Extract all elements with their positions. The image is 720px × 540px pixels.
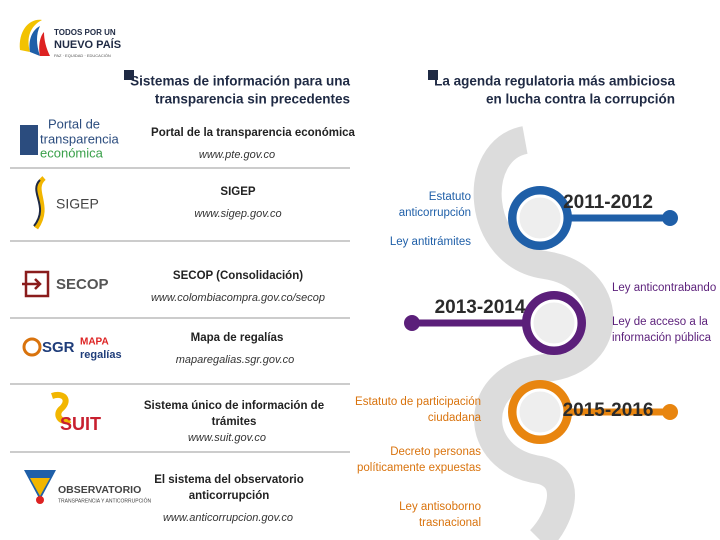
logo-icon <box>20 125 38 155</box>
item-url: www.pte.gov.co <box>199 149 275 161</box>
logo-text: NUEVO PAÍS <box>54 38 121 51</box>
logo-icon <box>22 278 42 290</box>
item-name: SECOP (Consolidación) <box>173 270 303 282</box>
header-logo: TODOS POR UN NUEVO PAÍS PAZ · EQUIDAD · … <box>19 19 121 58</box>
logo-text: SUIT <box>60 414 101 434</box>
logo-text: económica <box>40 145 104 160</box>
logo-shape <box>39 32 50 56</box>
item-name: Mapa de regalías <box>191 332 284 344</box>
item-name: SIGEP <box>220 186 255 198</box>
logo-icon <box>33 179 41 227</box>
section-title: Sistemas de información para una <box>130 74 350 89</box>
logo-icon <box>33 176 46 230</box>
logo-text: SECOP <box>56 276 109 293</box>
logo-icon <box>51 392 72 424</box>
title-bullet <box>428 70 438 80</box>
timeline-dot <box>662 210 678 226</box>
item-url: www.sigep.gov.co <box>194 208 281 220</box>
logo-text: transparencia <box>40 131 120 146</box>
logo-shape <box>19 19 42 52</box>
item-url: www.anticorrupcion.gov.co <box>163 512 293 524</box>
period-item: Ley anticontrabando <box>612 282 716 294</box>
logo-text: regalías <box>80 349 122 361</box>
period-item: Decreto personas <box>390 446 481 458</box>
period-item: Ley antitrámites <box>390 236 471 248</box>
timeline-dot <box>662 404 678 420</box>
period-years: 2015-2016 <box>563 400 654 421</box>
logo-text: MAPA <box>80 337 109 348</box>
period-item: información pública <box>612 332 712 344</box>
item-name: Portal de la transparencia económica <box>151 127 355 139</box>
item-url: www.colombiacompra.gov.co/secop <box>151 292 325 304</box>
timeline-node <box>516 388 564 436</box>
item-name: trámites <box>212 416 257 428</box>
period-item: trasnacional <box>419 517 481 529</box>
logo-text: Portal de <box>48 116 100 131</box>
logo-text: SIGEP <box>56 196 99 212</box>
period-item: Ley antisoborno <box>399 501 481 513</box>
timeline-node <box>530 299 578 347</box>
timeline-dot <box>404 315 420 331</box>
item-url: maparegalias.sgr.gov.co <box>176 354 295 366</box>
period-years: 2011-2012 <box>563 192 653 213</box>
logo-tagline: PAZ · EQUIDAD · EDUCACIÓN <box>54 53 111 58</box>
logo-shape <box>29 26 40 56</box>
period-item: anticorrupción <box>399 207 471 219</box>
logo-icon <box>22 337 42 357</box>
logo-text: OBSERVATORIO <box>58 484 141 496</box>
period-item: Ley de acceso a la <box>612 316 709 328</box>
period-item: Estatuto de participación <box>355 396 481 408</box>
section-title: La agenda regulatoria más ambiciosa <box>434 74 675 89</box>
item-name: anticorrupción <box>189 490 270 502</box>
section-title: en lucha contra la corrupción <box>486 92 675 107</box>
logo-text: SGR <box>42 339 75 356</box>
period-item: políticamente expuestas <box>357 462 481 474</box>
item-url: www.suit.gov.co <box>188 432 266 444</box>
timeline-node <box>516 194 564 242</box>
timeline-band <box>473 126 614 540</box>
title-bullet <box>124 70 134 80</box>
logo-text: TODOS POR UN <box>54 28 116 37</box>
logo-icon <box>30 478 50 496</box>
logo-text: TRANSPARENCIA Y ANTICORRUPCIÓN <box>58 497 151 504</box>
period-item: ciudadana <box>428 412 482 424</box>
period-years: 2013-2014 <box>435 297 526 318</box>
logo-icon <box>36 496 44 504</box>
period-item: Estatuto <box>429 191 471 203</box>
item-name: Sistema único de información de <box>144 400 324 412</box>
section-title: transparencia sin precedentes <box>155 92 350 107</box>
item-name: El sistema del observatorio <box>154 474 304 486</box>
